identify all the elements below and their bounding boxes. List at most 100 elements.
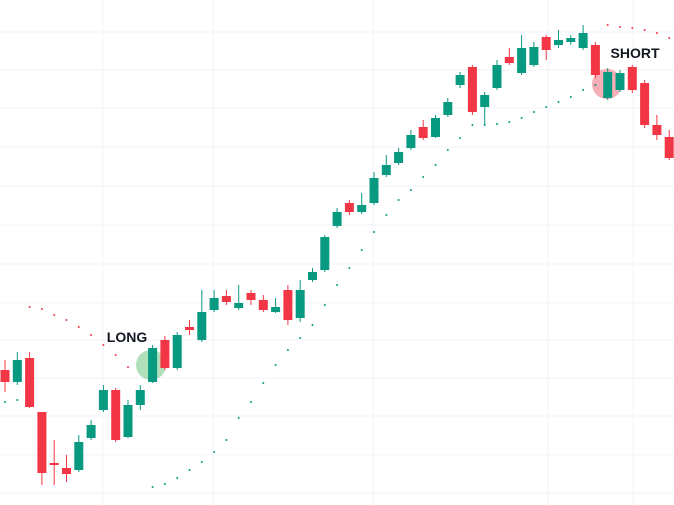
candle-body [86,425,96,438]
sar-dot [643,29,646,31]
candle-body [74,442,84,470]
candle-body [455,75,465,85]
sar-dot [200,461,203,463]
candle-body [221,296,231,302]
candle-body [0,370,10,382]
sar-dot [520,117,523,119]
candle-body [492,65,502,88]
sar-dot [619,26,621,28]
candle-body [185,327,194,330]
candle-body [246,293,256,300]
candle-body [590,45,600,75]
sar-dot [299,337,302,339]
sar-dot [176,477,179,479]
sar-dot [409,189,412,191]
sar-dot [77,326,80,328]
sar-dot [250,401,252,403]
candle-body [578,33,588,48]
candle-body [271,307,281,312]
sar-dot [471,124,474,126]
sar-dot [102,344,105,346]
sar-dot [114,354,117,356]
sar-dot [459,137,462,139]
sar-dot [385,214,388,216]
candle-body [49,463,59,465]
candle-body [443,102,453,115]
sar-dot [213,451,216,453]
candle-body [566,38,576,42]
long-label: LONG [107,329,148,345]
sar-dot [434,164,437,166]
sar-dot [237,417,240,419]
sar-dot [16,399,19,401]
candle-body [123,405,133,437]
candle-body [258,300,268,310]
candle-body [517,48,527,73]
sar-dot [594,84,597,86]
marks [0,24,674,488]
sar-dot [188,469,191,471]
sar-dot [655,32,658,34]
candle-body [62,468,71,474]
candle-body [504,57,514,63]
sar-dot [373,231,375,233]
candle-body [283,290,293,320]
candle-body [615,73,625,90]
sar-dot [360,249,363,251]
candle-body [295,290,305,318]
sar-dot [262,382,265,384]
candle-body [12,360,22,382]
candle-body [529,47,539,65]
sar-dot [53,314,56,316]
sar-dot [606,24,609,26]
candle-body [554,40,563,45]
candle-body [135,390,145,405]
candle-body [467,67,477,112]
sar-dot [569,96,572,98]
sar-dot [532,111,535,113]
sar-dot [65,319,68,321]
sar-dot [286,349,289,351]
sar-dot [4,401,6,403]
sar-dot [557,101,560,103]
candle-body [320,237,330,270]
sar-dot [446,149,449,151]
sar-dot [323,304,326,306]
candle-body [357,205,367,212]
sar-dot [225,439,228,441]
candle-body [418,127,428,138]
short-label: SHORT [611,45,660,61]
candle-body [148,348,158,382]
sar-dot [668,37,671,39]
sar-dot [348,267,351,269]
candle-body [541,37,551,50]
candle-body [406,135,416,148]
candle-body [234,303,244,308]
sar-dot [90,334,93,336]
sar-dot [508,121,511,123]
candle-body [381,165,391,175]
candle-body [652,125,662,135]
candle-body [431,118,440,137]
sar-dot [631,27,634,29]
sar-dot [582,89,585,91]
candle-body [197,312,207,340]
sar-dot [336,284,339,286]
candle-body [394,152,404,163]
sar-dot [545,106,548,108]
sar-dot [151,486,154,488]
candle-body [111,390,121,440]
candle-body [332,212,342,226]
candle-body [172,335,182,368]
candle-body [664,137,674,158]
candle-body [160,340,170,368]
sar-dot [274,364,277,366]
candle-body [98,390,108,410]
candle-body [209,298,219,310]
sar-dot [28,306,31,308]
candle-body [344,203,354,212]
sar-dot [397,199,400,201]
